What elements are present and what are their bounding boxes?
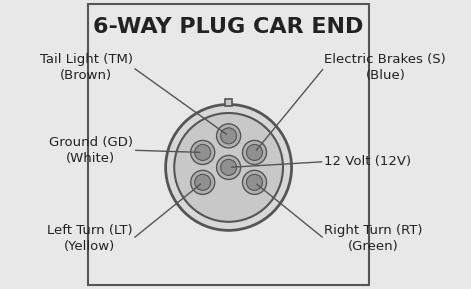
Circle shape: [246, 174, 262, 190]
FancyBboxPatch shape: [89, 4, 369, 285]
Circle shape: [243, 170, 267, 194]
Text: Electric Brakes (S)
(Blue): Electric Brakes (S) (Blue): [325, 53, 446, 82]
Text: Ground (GD)
(White): Ground (GD) (White): [49, 136, 133, 165]
Circle shape: [217, 124, 241, 148]
Circle shape: [191, 140, 215, 164]
Circle shape: [195, 174, 211, 190]
Circle shape: [166, 104, 292, 230]
Circle shape: [217, 155, 241, 179]
Text: Tail Light (TM)
(Brown): Tail Light (TM) (Brown): [40, 53, 133, 82]
Text: Left Turn (LT)
(Yellow): Left Turn (LT) (Yellow): [47, 225, 133, 253]
Text: 6-WAY PLUG CAR END: 6-WAY PLUG CAR END: [93, 17, 364, 37]
Circle shape: [243, 140, 267, 164]
Circle shape: [191, 170, 215, 194]
FancyBboxPatch shape: [225, 99, 232, 106]
Circle shape: [220, 128, 236, 144]
Text: 12 Volt (12V): 12 Volt (12V): [325, 155, 412, 168]
Text: Right Turn (RT)
(Green): Right Turn (RT) (Green): [325, 225, 423, 253]
Circle shape: [246, 144, 262, 160]
Circle shape: [220, 160, 236, 175]
Circle shape: [195, 144, 211, 160]
Circle shape: [174, 113, 283, 222]
